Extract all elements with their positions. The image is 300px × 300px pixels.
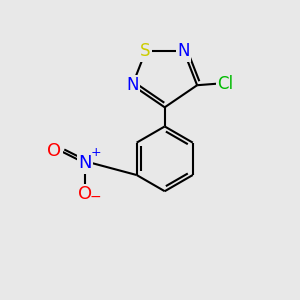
Text: O: O: [47, 142, 62, 160]
Text: −: −: [90, 190, 101, 204]
Text: +: +: [90, 146, 101, 159]
Text: N: N: [126, 76, 139, 94]
Text: N: N: [178, 42, 190, 60]
Text: S: S: [140, 42, 151, 60]
Text: N: N: [79, 154, 92, 172]
Text: O: O: [78, 185, 92, 203]
Text: Cl: Cl: [217, 75, 233, 93]
